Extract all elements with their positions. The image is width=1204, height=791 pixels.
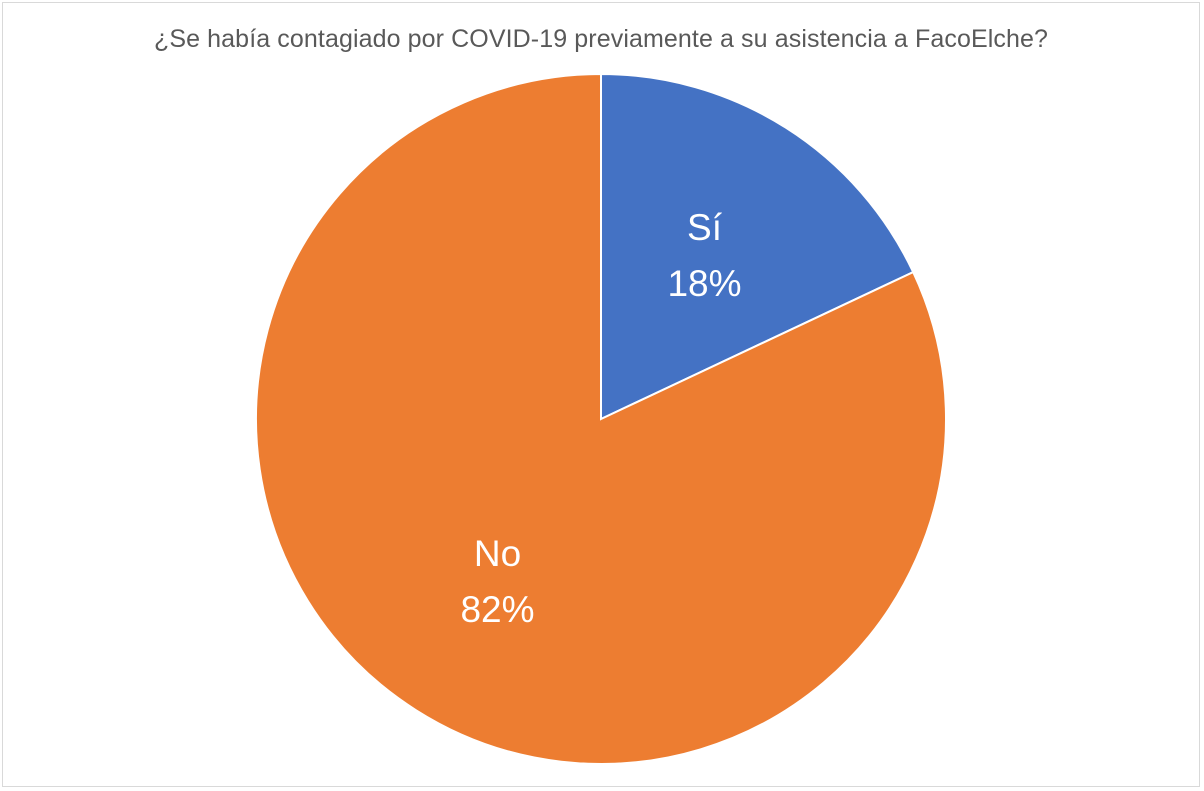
pie-slice-no bbox=[255, 72, 947, 765]
slice-percent-label: 18% bbox=[667, 263, 741, 304]
pie-slice-si bbox=[600, 72, 915, 421]
slice-percent-label: 82% bbox=[460, 589, 534, 630]
slice-category-label: Sí bbox=[687, 207, 723, 248]
slice-category-label: No bbox=[474, 533, 521, 574]
chart-title: ¿Se había contagiado por COVID-19 previa… bbox=[153, 25, 1048, 53]
